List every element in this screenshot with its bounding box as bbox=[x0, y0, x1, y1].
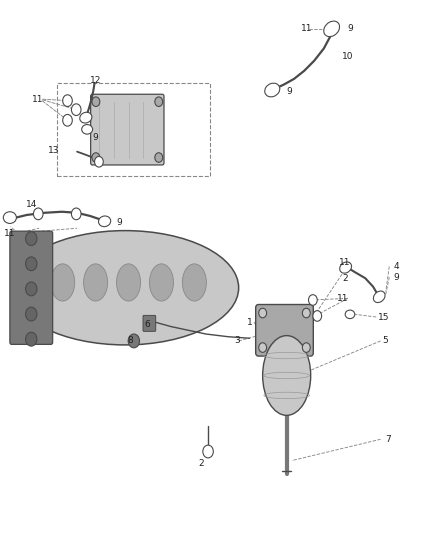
Circle shape bbox=[259, 343, 267, 352]
Text: 13: 13 bbox=[48, 146, 59, 155]
Circle shape bbox=[25, 232, 37, 246]
Ellipse shape bbox=[340, 262, 352, 273]
Circle shape bbox=[63, 95, 72, 107]
Text: 12: 12 bbox=[90, 76, 102, 85]
Circle shape bbox=[71, 208, 81, 220]
Circle shape bbox=[92, 153, 100, 163]
Text: 11: 11 bbox=[337, 294, 348, 303]
Ellipse shape bbox=[149, 264, 173, 301]
Ellipse shape bbox=[324, 21, 339, 37]
Text: 2: 2 bbox=[199, 459, 205, 467]
Ellipse shape bbox=[4, 212, 16, 223]
Circle shape bbox=[302, 343, 310, 352]
Text: 10: 10 bbox=[342, 52, 353, 61]
Circle shape bbox=[155, 97, 162, 107]
Circle shape bbox=[302, 308, 310, 318]
Ellipse shape bbox=[345, 310, 355, 319]
Text: 11: 11 bbox=[300, 25, 312, 34]
Text: 14: 14 bbox=[25, 200, 37, 209]
Text: 9: 9 bbox=[92, 133, 98, 142]
Text: 6: 6 bbox=[145, 320, 151, 329]
Text: 9: 9 bbox=[287, 86, 293, 95]
Circle shape bbox=[71, 104, 81, 116]
Text: 9: 9 bbox=[348, 25, 353, 34]
Circle shape bbox=[128, 334, 140, 348]
Text: 8: 8 bbox=[127, 336, 133, 345]
Text: 3: 3 bbox=[234, 336, 240, 345]
Circle shape bbox=[33, 208, 43, 220]
Ellipse shape bbox=[182, 264, 206, 301]
Text: 15: 15 bbox=[378, 312, 390, 321]
Ellipse shape bbox=[99, 216, 111, 227]
Ellipse shape bbox=[117, 264, 141, 301]
Circle shape bbox=[25, 257, 37, 271]
Ellipse shape bbox=[12, 231, 239, 345]
Circle shape bbox=[313, 311, 321, 321]
Text: 7: 7 bbox=[385, 435, 391, 444]
FancyBboxPatch shape bbox=[10, 231, 53, 344]
Text: 11: 11 bbox=[4, 229, 16, 238]
FancyBboxPatch shape bbox=[143, 316, 155, 332]
Ellipse shape bbox=[263, 336, 311, 415]
Ellipse shape bbox=[51, 264, 75, 301]
Text: 9: 9 bbox=[394, 273, 399, 281]
Ellipse shape bbox=[84, 264, 108, 301]
FancyBboxPatch shape bbox=[91, 94, 164, 165]
Text: 1: 1 bbox=[247, 318, 253, 327]
Text: 11: 11 bbox=[339, 258, 350, 266]
Circle shape bbox=[92, 97, 100, 107]
Text: 5: 5 bbox=[383, 336, 389, 345]
Circle shape bbox=[95, 157, 103, 167]
Circle shape bbox=[308, 295, 317, 305]
Text: 2: 2 bbox=[343, 273, 349, 282]
Circle shape bbox=[25, 282, 37, 296]
FancyBboxPatch shape bbox=[256, 304, 313, 356]
Ellipse shape bbox=[80, 112, 92, 123]
Circle shape bbox=[203, 445, 213, 458]
Circle shape bbox=[25, 307, 37, 321]
Ellipse shape bbox=[374, 291, 385, 303]
Circle shape bbox=[63, 115, 72, 126]
Circle shape bbox=[259, 308, 267, 318]
Text: 4: 4 bbox=[394, 262, 399, 271]
Ellipse shape bbox=[81, 125, 92, 134]
Circle shape bbox=[25, 332, 37, 346]
Text: 9: 9 bbox=[117, 219, 122, 228]
Text: 11: 11 bbox=[32, 94, 44, 103]
Ellipse shape bbox=[18, 264, 42, 301]
Circle shape bbox=[155, 153, 162, 163]
Bar bbox=[57, 83, 210, 176]
Ellipse shape bbox=[265, 83, 280, 97]
